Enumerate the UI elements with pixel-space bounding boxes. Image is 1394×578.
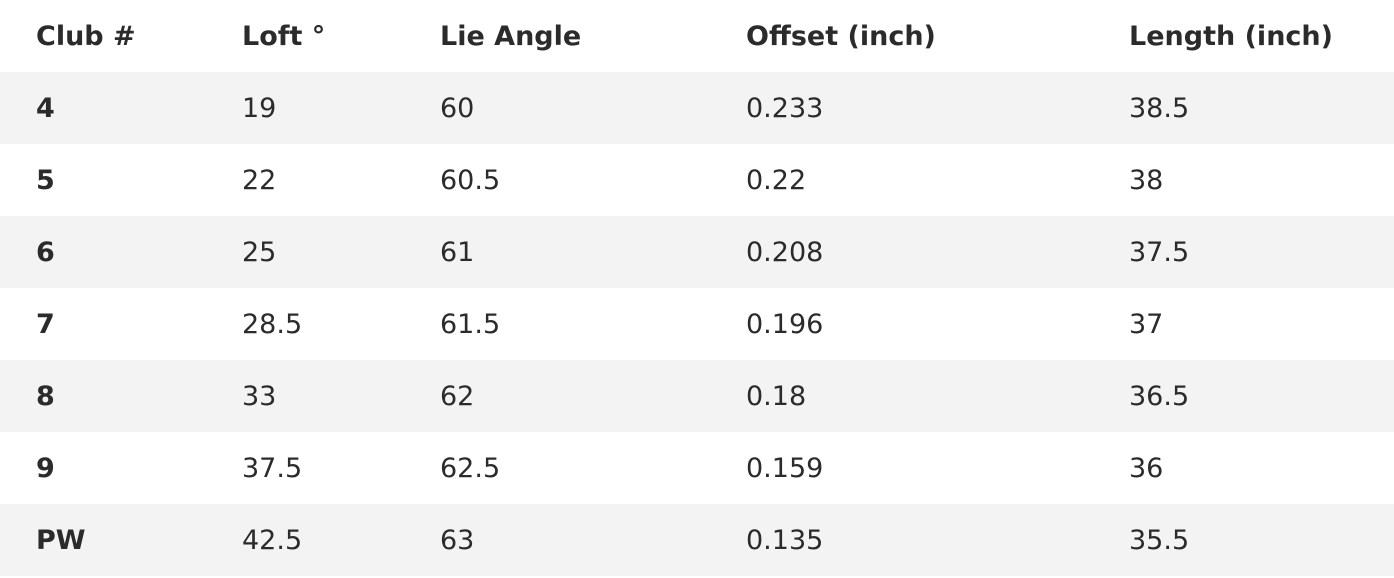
- table-row: 8 33 62 0.18 36.5: [0, 360, 1394, 432]
- table-cell: 0.233: [746, 92, 824, 124]
- table-cell: 37.5: [242, 452, 303, 484]
- column-header: Club #: [36, 20, 136, 52]
- table-cell: 42.5: [242, 524, 303, 556]
- table-cell: 25: [242, 236, 277, 268]
- table-cell: 62.5: [440, 452, 501, 484]
- table-cell: PW: [36, 524, 86, 556]
- table-cell: 37: [1129, 308, 1164, 340]
- table-cell: 60: [440, 92, 475, 124]
- table-cell: 8: [36, 380, 55, 412]
- table-row: 6 25 61 0.208 37.5: [0, 216, 1394, 288]
- table-cell: 36: [1129, 452, 1164, 484]
- header-row: Club # Loft ° Lie Angle Offset (inch) Length…: [0, 0, 1394, 72]
- column-header: Lie Angle: [440, 20, 582, 52]
- table-row: 7 28.5 61.5 0.196 37: [0, 288, 1394, 360]
- table-cell: 61: [440, 236, 475, 268]
- table-cell: 62: [440, 380, 475, 412]
- table-row: 4 19 60 0.233 38.5: [0, 72, 1394, 144]
- table-cell: 0.18: [746, 380, 807, 412]
- table-row: PW 42.5 63 0.135 35.5: [0, 504, 1394, 576]
- column-header: Length (inch): [1129, 20, 1333, 52]
- table-row: 5 22 60.5 0.22 38: [0, 144, 1394, 216]
- table-cell: 5: [36, 164, 55, 196]
- table-cell: 19: [242, 92, 277, 124]
- table-cell: 38.5: [1129, 92, 1190, 124]
- table-body: 4 19 60 0.233 38.5 5 22 60.5 0.22 38 6 25 61 0.208 37.…: [0, 72, 1394, 576]
- table-cell: 38: [1129, 164, 1164, 196]
- table-cell: 0.208: [746, 236, 824, 268]
- table-cell: 0.196: [746, 308, 824, 340]
- table-cell: 6: [36, 236, 55, 268]
- column-header: Offset (inch): [746, 20, 936, 52]
- table-cell: 22: [242, 164, 277, 196]
- table-cell: 63: [440, 524, 475, 556]
- table-row: 9 37.5 62.5 0.159 36: [0, 432, 1394, 504]
- table-cell: 37.5: [1129, 236, 1190, 268]
- table-cell: 0.159: [746, 452, 824, 484]
- column-header: Loft °: [242, 20, 326, 52]
- table-cell: 61.5: [440, 308, 501, 340]
- table-cell: 0.22: [746, 164, 807, 196]
- table-cell: 33: [242, 380, 277, 412]
- table-cell: 60.5: [440, 164, 501, 196]
- table-cell: 28.5: [242, 308, 303, 340]
- table-cell: 36.5: [1129, 380, 1190, 412]
- table-cell: 35.5: [1129, 524, 1190, 556]
- table-cell: 7: [36, 308, 55, 340]
- table-cell: 0.135: [746, 524, 824, 556]
- table-cell: 9: [36, 452, 55, 484]
- table-cell: 4: [36, 92, 55, 124]
